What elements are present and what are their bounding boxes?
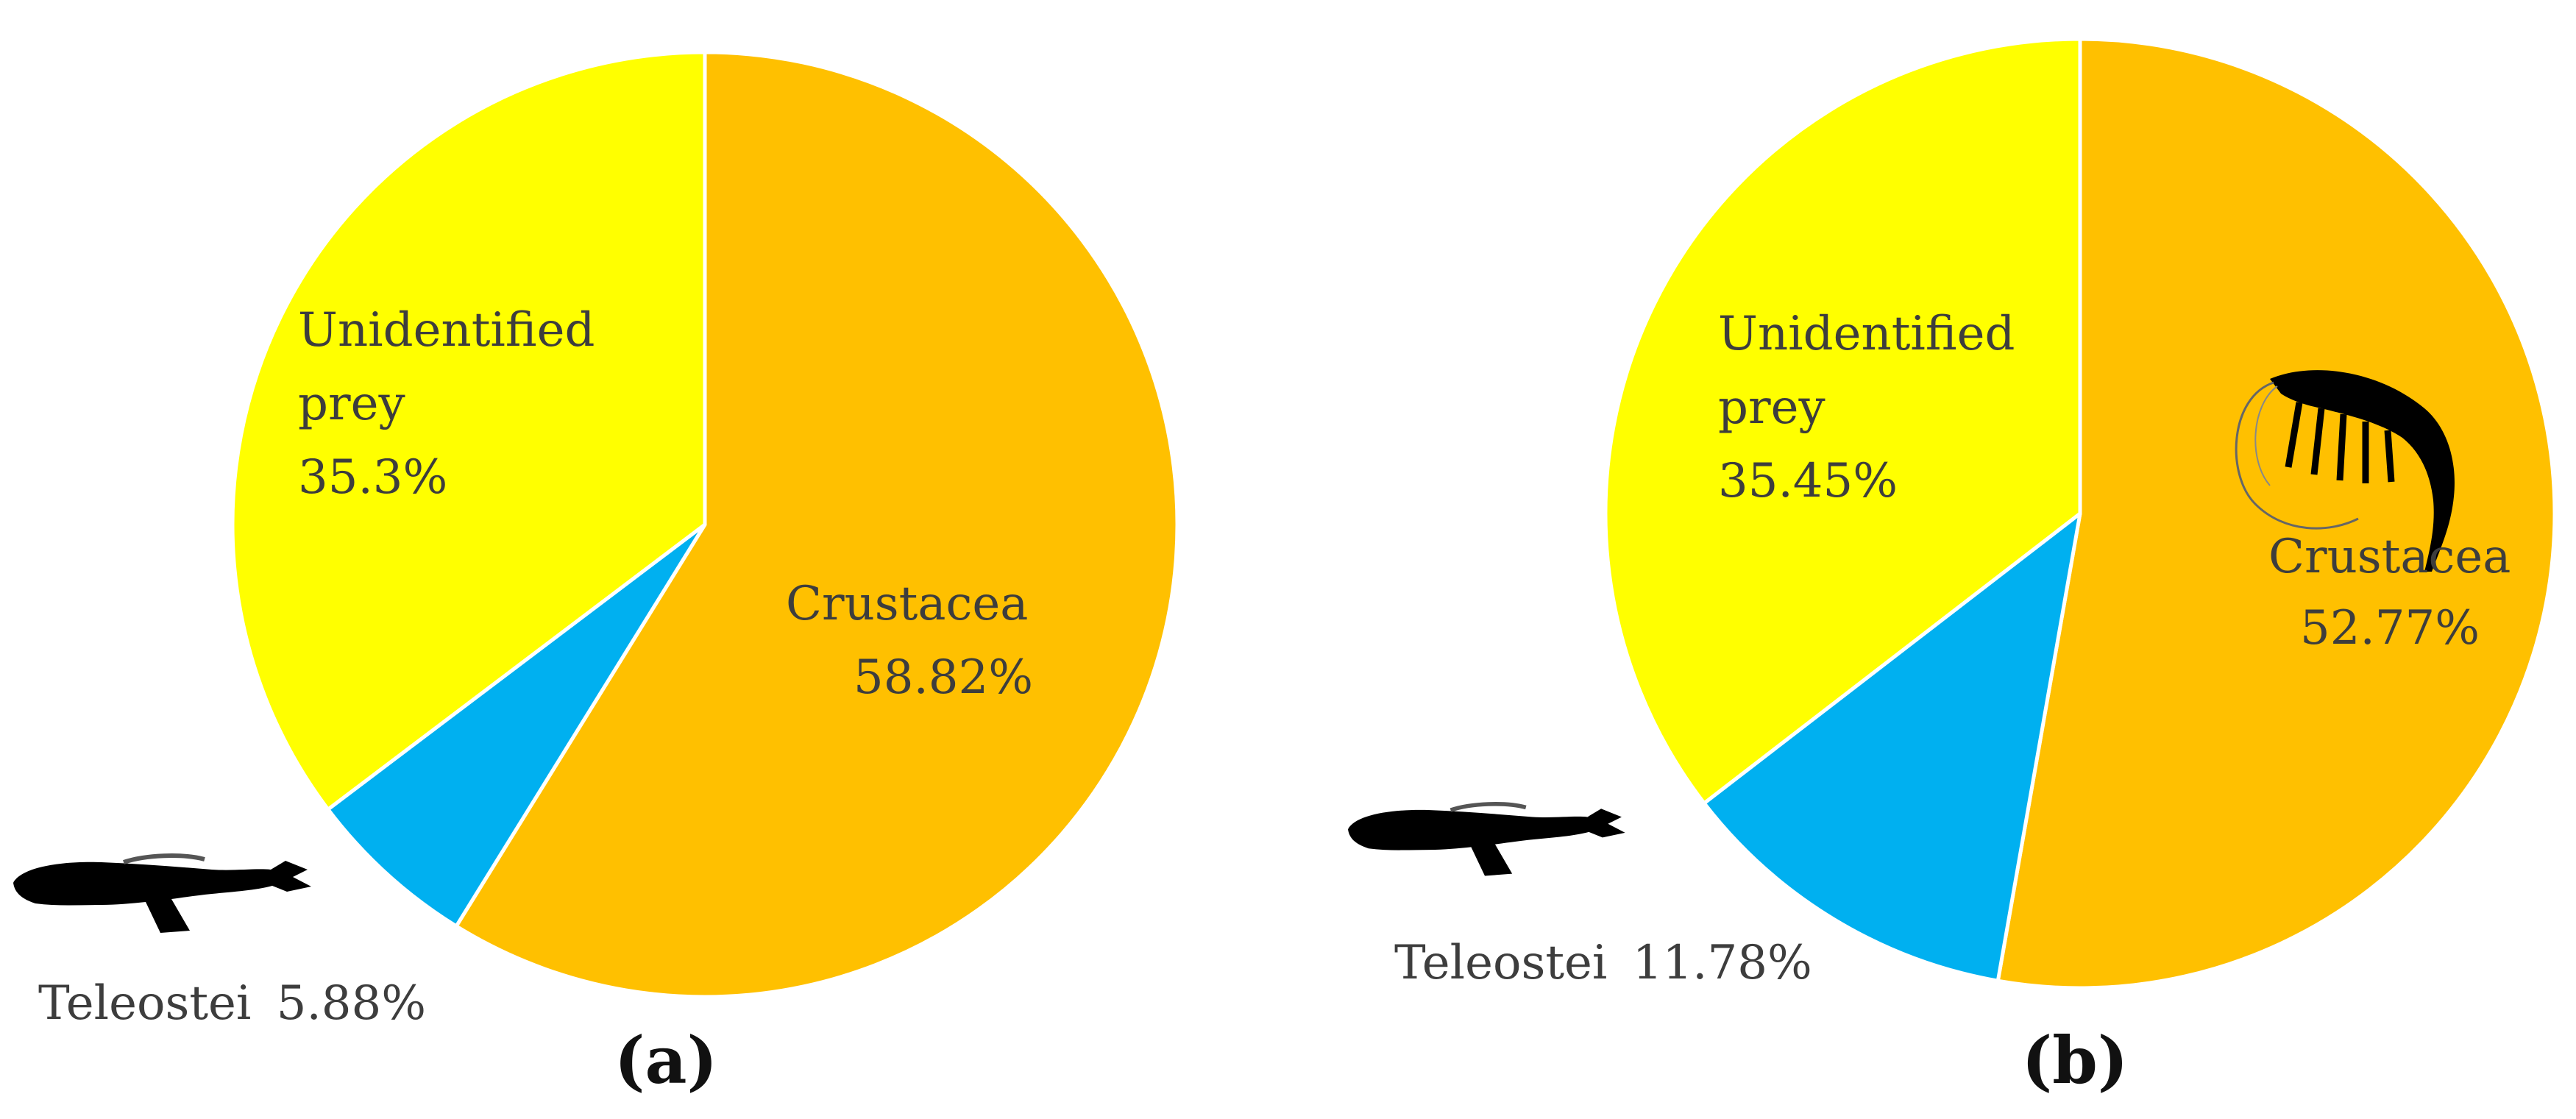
pie-slice-crustacea-b: [1995, 37, 2557, 990]
label-unidentified-a: Unidentified prey 35.3%: [298, 303, 610, 505]
value-unidentified-a: 35.3%: [298, 450, 447, 505]
label-teleostei-b: Teleostei 11.78%: [1394, 936, 1812, 990]
pie-chart-b: Unidentified prey 35.45% Crustacea 52.77…: [1348, 37, 2557, 1098]
value-crustacea-b: 52.77%: [2300, 601, 2480, 656]
value-crustacea-a: 58.82%: [854, 650, 1033, 705]
label-crustacea-a: Crustacea 58.82%: [786, 577, 1043, 705]
value-unidentified-b: 35.45%: [1718, 454, 1898, 508]
panel-label-b: (b): [2022, 1022, 2129, 1098]
panel-label-a: (a): [614, 1022, 717, 1098]
pie-slice-unidentified-prey-b: [1603, 37, 2082, 806]
pie-slices-b: [1603, 37, 2557, 990]
pie-chart-a: Unidentified prey 35.3% Crustacea 58.82%…: [13, 50, 1179, 1098]
pie-slice-crustacea-a: [454, 50, 1179, 999]
shrimp-silhouette-icon: [2235, 370, 2455, 572]
pie-slices-a: [230, 50, 1179, 999]
pie-slice-teleostei-b: [1702, 511, 2082, 983]
pie-slice-teleostei-a: [326, 522, 707, 928]
fish-silhouette-icon: [13, 853, 311, 933]
fish-silhouette-icon: [1348, 802, 1625, 876]
pie-slice-unidentified-prey-a: [230, 50, 707, 811]
label-teleostei-a: Teleostei 5.88%: [38, 976, 426, 1031]
label-crustacea-b: Crustacea 52.77%: [2268, 530, 2526, 656]
label-unidentified-b: Unidentified prey 35.45%: [1718, 307, 2030, 508]
